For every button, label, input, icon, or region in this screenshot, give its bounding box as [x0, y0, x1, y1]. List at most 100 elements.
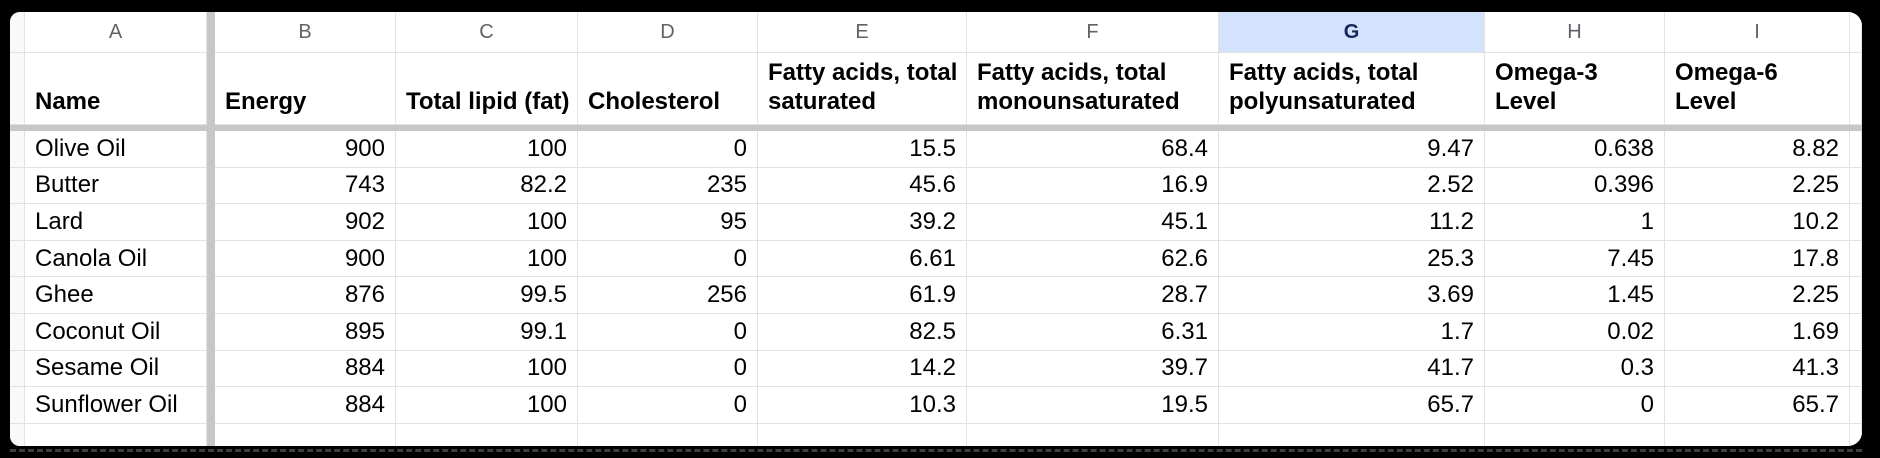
column-header-e[interactable]: E [758, 12, 967, 53]
cell-h9[interactable]: 0 [1485, 387, 1665, 424]
freeze-column-divider[interactable] [207, 12, 215, 53]
header-cell-a1[interactable]: Name [25, 53, 207, 125]
cell-i8[interactable]: 41.3 [1665, 350, 1850, 388]
cell-i7[interactable]: 1.69 [1665, 313, 1850, 351]
cell-g5[interactable]: 25.3 [1219, 240, 1485, 278]
cell-f9[interactable]: 19.5 [967, 387, 1219, 424]
cell-i2[interactable]: 8.82 [1665, 131, 1850, 168]
header-cell-g1[interactable]: Fatty acids, total polyunsaturated [1219, 53, 1485, 125]
cell-d9[interactable]: 0 [578, 387, 758, 424]
column-header-d[interactable]: D [578, 12, 758, 53]
column-header-c[interactable]: C [396, 12, 578, 53]
cell-c8[interactable]: 100 [396, 350, 578, 388]
cell-e4[interactable]: 39.2 [758, 204, 967, 241]
cell-e7[interactable]: 82.5 [758, 313, 967, 351]
cell-a9[interactable]: Sunflower Oil [25, 387, 207, 424]
cell-i4[interactable]: 10.2 [1665, 204, 1850, 241]
header-cell-b1[interactable]: Energy [215, 53, 396, 125]
cell-c6[interactable]: 99.5 [396, 277, 578, 314]
cell-i9[interactable]: 65.7 [1665, 387, 1850, 424]
cell-e9[interactable]: 10.3 [758, 387, 967, 424]
cell-d8[interactable]: 0 [578, 350, 758, 388]
cell-f8[interactable]: 39.7 [967, 350, 1219, 388]
row-header-strip[interactable] [10, 204, 25, 241]
cell-b8[interactable]: 884 [215, 350, 396, 388]
cell-b9[interactable]: 884 [215, 387, 396, 424]
cell-g3[interactable]: 2.52 [1219, 167, 1485, 205]
column-header-h[interactable]: H [1485, 12, 1665, 53]
cell-i10[interactable] [1665, 423, 1850, 446]
cell-e2[interactable]: 15.5 [758, 131, 967, 168]
cell-e3[interactable]: 45.6 [758, 167, 967, 205]
cell-e10[interactable] [758, 423, 967, 446]
cell-g6[interactable]: 3.69 [1219, 277, 1485, 314]
cell-b3[interactable]: 743 [215, 167, 396, 205]
cell-e8[interactable]: 14.2 [758, 350, 967, 388]
cell-a6[interactable]: Ghee [25, 277, 207, 314]
freeze-column-divider[interactable] [207, 313, 215, 351]
cell-d2[interactable]: 0 [578, 131, 758, 168]
cell-c5[interactable]: 100 [396, 240, 578, 278]
cell-f5[interactable]: 62.6 [967, 240, 1219, 278]
freeze-column-divider[interactable] [207, 277, 215, 314]
cell-a3[interactable]: Butter [25, 167, 207, 205]
cell-f2[interactable]: 68.4 [967, 131, 1219, 168]
freeze-column-divider[interactable] [207, 167, 215, 205]
cell-g7[interactable]: 1.7 [1219, 313, 1485, 351]
cell-i3[interactable]: 2.25 [1665, 167, 1850, 205]
cell-f7[interactable]: 6.31 [967, 313, 1219, 351]
cell-h3[interactable]: 0.396 [1485, 167, 1665, 205]
cell-g8[interactable]: 41.7 [1219, 350, 1485, 388]
header-cell-d1[interactable]: Cholesterol [578, 53, 758, 125]
row-header-strip[interactable] [10, 240, 25, 278]
cell-h5[interactable]: 7.45 [1485, 240, 1665, 278]
cell-b4[interactable]: 902 [215, 204, 396, 241]
cell-f6[interactable]: 28.7 [967, 277, 1219, 314]
cell-g2[interactable]: 9.47 [1219, 131, 1485, 168]
cell-a8[interactable]: Sesame Oil [25, 350, 207, 388]
cell-d6[interactable]: 256 [578, 277, 758, 314]
row-header-strip[interactable] [10, 423, 25, 446]
cell-d7[interactable]: 0 [578, 313, 758, 351]
freeze-column-divider[interactable] [207, 131, 215, 168]
freeze-row-divider[interactable] [10, 125, 1862, 131]
cell-a5[interactable]: Canola Oil [25, 240, 207, 278]
header-cell-c1[interactable]: Total lipid (fat) [396, 53, 578, 125]
freeze-column-divider[interactable] [207, 204, 215, 241]
cell-h8[interactable]: 0.3 [1485, 350, 1665, 388]
freeze-column-divider[interactable] [207, 240, 215, 278]
cell-d3[interactable]: 235 [578, 167, 758, 205]
cell-b10[interactable] [215, 423, 396, 446]
cell-g4[interactable]: 11.2 [1219, 204, 1485, 241]
cell-h10[interactable] [1485, 423, 1665, 446]
cell-i5[interactable]: 17.8 [1665, 240, 1850, 278]
cell-f4[interactable]: 45.1 [967, 204, 1219, 241]
cell-h6[interactable]: 1.45 [1485, 277, 1665, 314]
column-header-i[interactable]: I [1665, 12, 1850, 53]
freeze-column-divider[interactable] [207, 53, 215, 125]
cell-a2[interactable]: Olive Oil [25, 131, 207, 168]
row-header-strip[interactable] [10, 387, 25, 424]
cell-b7[interactable]: 895 [215, 313, 396, 351]
freeze-column-divider[interactable] [207, 423, 215, 446]
cell-b5[interactable]: 900 [215, 240, 396, 278]
cell-b2[interactable]: 900 [215, 131, 396, 168]
cell-h4[interactable]: 1 [1485, 204, 1665, 241]
header-cell-e1[interactable]: Fatty acids, total saturated [758, 53, 967, 125]
column-header-f[interactable]: F [967, 12, 1219, 53]
cell-i6[interactable]: 2.25 [1665, 277, 1850, 314]
header-cell-h1[interactable]: Omega-3 Level [1485, 53, 1665, 125]
column-header-b[interactable]: B [215, 12, 396, 53]
row-header-strip[interactable] [10, 167, 25, 205]
header-cell-f1[interactable]: Fatty acids, total monounsaturated [967, 53, 1219, 125]
cell-d10[interactable] [578, 423, 758, 446]
row-header-strip[interactable] [10, 277, 25, 314]
row-header-strip[interactable] [10, 53, 25, 125]
column-header-g[interactable]: G [1219, 12, 1485, 53]
cell-d4[interactable]: 95 [578, 204, 758, 241]
freeze-column-divider[interactable] [207, 387, 215, 424]
cell-c4[interactable]: 100 [396, 204, 578, 241]
cell-g9[interactable]: 65.7 [1219, 387, 1485, 424]
cell-c10[interactable] [396, 423, 578, 446]
cell-g10[interactable] [1219, 423, 1485, 446]
